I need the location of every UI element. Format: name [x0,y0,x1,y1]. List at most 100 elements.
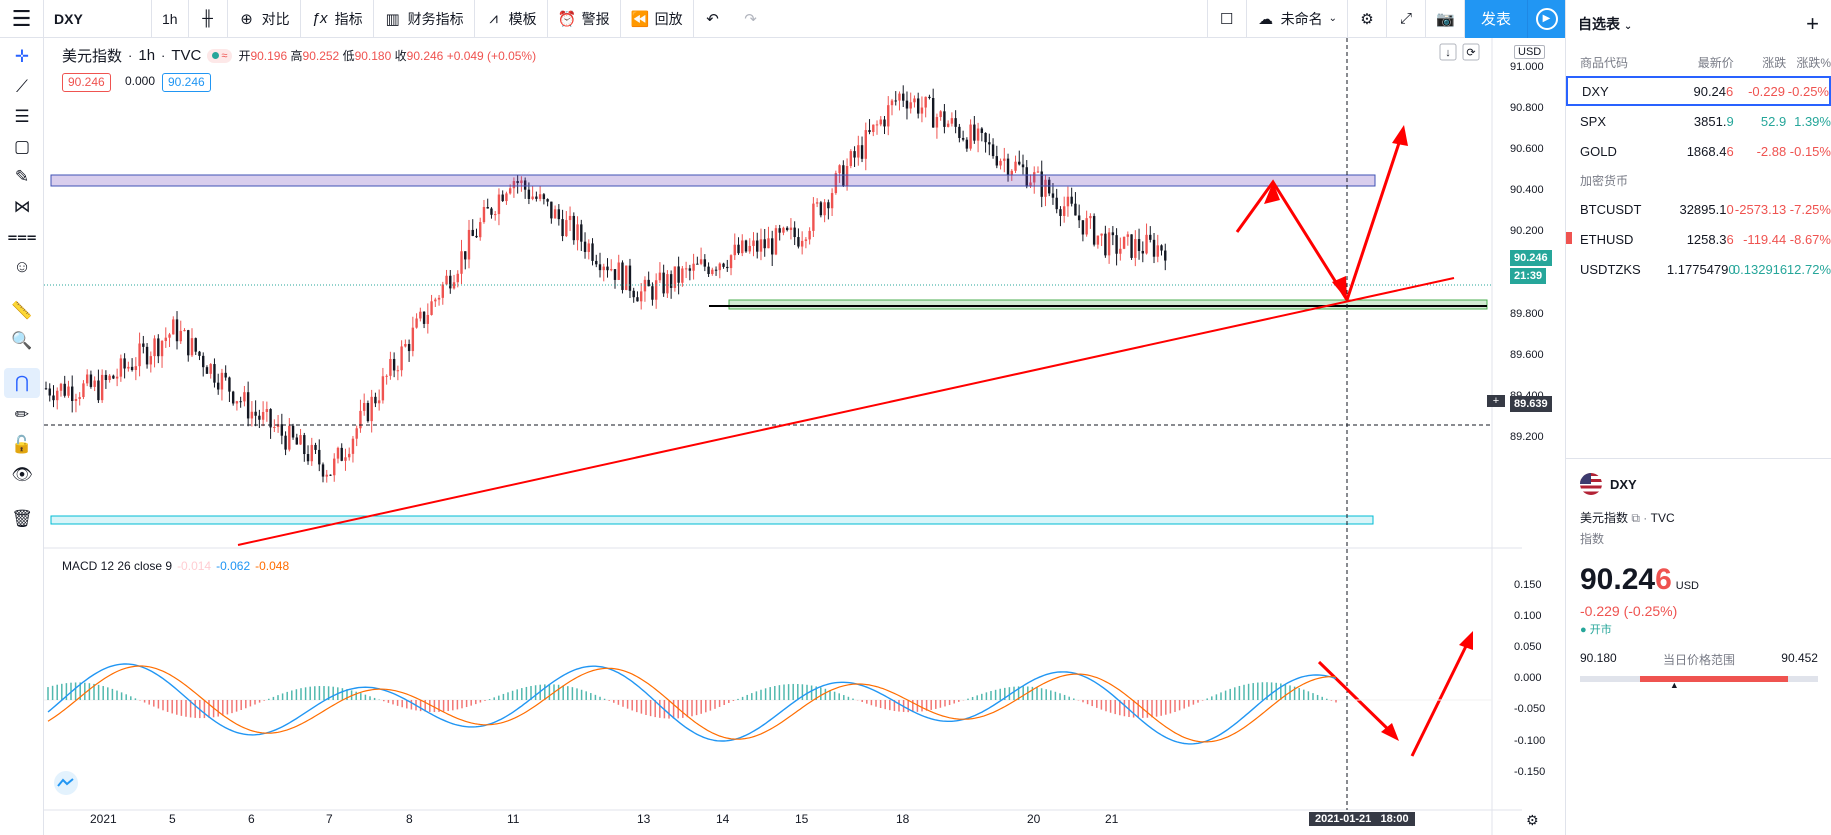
lock-tool[interactable]: 🔓 [4,430,40,460]
watchlist-title-dropdown[interactable]: 自选表 ⌄ [1578,14,1632,34]
candle-body [1100,233,1103,236]
replay-button[interactable]: ⏪ 回放 [621,0,694,38]
candle-body [595,260,598,265]
col-last[interactable]: 最新价 [1697,55,1734,70]
watchlist-row[interactable]: BTCUSDT 32895.10 -2573.13 -7.25% [1566,194,1831,224]
candle-body [965,139,969,149]
price-chart[interactable]: ↓ ⟳ [44,38,1522,835]
shapes-tool[interactable]: ▢ [4,132,40,162]
trendline-tool[interactable]: ⟋ [4,72,40,102]
market-status: ● 开市 [1580,624,1612,636]
candle-body [497,194,501,215]
candle-body [108,375,111,380]
watchlist-row[interactable]: DXY 90.246 -0.229 -0.25% [1566,76,1831,106]
watchlist-row[interactable]: GOLD 1868.46 -2.88 -0.15% [1566,136,1831,166]
col-change[interactable]: 涨跌 [1762,55,1787,70]
emoji-tool[interactable]: ☺ [4,252,40,282]
market-status-badge[interactable]: ≈ [207,48,233,63]
candle-body [362,402,366,411]
fullscreen-button[interactable]: ⤢ [1387,0,1426,38]
low-zone[interactable] [50,515,1374,525]
candle-body [377,400,381,404]
zigzag-arrow[interactable] [1235,179,1349,301]
hide-tool[interactable]: 👁 [4,460,40,490]
tv-logo-mark [57,778,74,787]
candle-body [692,263,695,271]
candle-body [827,202,830,209]
candle-body [931,98,935,128]
delete-tool[interactable]: 🗑 [4,504,40,534]
stay-drawing-tool[interactable]: ✏ [4,400,40,430]
candle-body [291,425,295,438]
currency-label[interactable]: USD [1514,45,1546,59]
candle-body [1126,234,1130,237]
macd-title: MACD 12 26 close 9 [62,559,173,573]
candle-body [1122,236,1126,249]
support-zone[interactable] [728,299,1488,310]
row-change: 0.132916 [1732,261,1788,277]
change-value: +0.049 (+0.05%) [446,49,537,63]
settings-button[interactable]: ⚙ [1348,0,1387,38]
gear-icon[interactable]: ⚙ [1526,812,1539,828]
candle-body [639,291,643,302]
details-symbol[interactable]: DXY [1610,476,1637,492]
magnet-tool[interactable]: ⋂ [4,368,40,398]
sell-price-box[interactable]: 90.246 [62,73,111,92]
redo-button[interactable]: ↷ [732,0,770,38]
alert-button[interactable]: ⏰ 警报 [548,0,621,38]
watchlist-row[interactable]: USDTZKS 1.17754790 0.132916 12.72% [1566,254,1831,284]
candle-body [591,243,594,261]
col-change-pct[interactable]: 涨跌% [1796,55,1831,70]
section-crypto[interactable]: 加密货币 [1580,173,1629,188]
publish-button[interactable]: 发表 [1464,0,1527,38]
pattern-tool[interactable]: ⋈ [4,192,40,222]
candle-body [606,266,609,271]
watchlist-row[interactable]: SPX 3851.9 52.9 1.39% [1566,106,1831,136]
up-arrow[interactable] [1345,133,1404,301]
fib-tool[interactable]: ☰ [4,102,40,132]
resistance-zone[interactable] [50,174,1376,187]
add-alert-plus-icon[interactable]: + [1487,395,1505,407]
crosshair-tool[interactable]: ✛ [4,42,40,72]
buy-price-box[interactable]: 90.246 [162,73,211,92]
candle-body [78,397,81,399]
menu-icon[interactable]: ☰ [0,0,44,38]
col-symbol[interactable]: 商品代码 [1580,55,1629,70]
watchlist-rows: DXY 90.246 -0.229 -0.25% SPX 3851.9 52.9 1.39% G… [1566,76,1831,166]
play-button[interactable]: ▶ [1527,0,1565,38]
symbol-search-button[interactable]: DXY [44,0,152,38]
ruler-tool[interactable]: 📏 [4,296,40,326]
brush-tool[interactable]: ✎ [4,162,40,192]
scroll-down-button[interactable] [1439,43,1457,61]
trend-line[interactable] [237,277,1455,546]
external-link-icon[interactable]: ⧉ [1631,511,1640,525]
replay-label: 回放 [654,10,683,27]
indicators-button[interactable]: ƒx 指标 [301,0,374,38]
candle-body [1152,239,1156,257]
candle-body [857,145,860,158]
pattern-icon: ⋈ [13,197,31,216]
chart-type-button[interactable]: ╫ [189,0,228,38]
candle-body [119,358,123,377]
down-arrow-macd[interactable] [1317,660,1396,737]
watchlist-row[interactable]: ETHUSD 1258.36 -119.44 -8.67% [1566,224,1831,254]
auto-scale-button[interactable] [1462,43,1480,61]
financials-button[interactable]: ▥ 财务指标 [374,0,475,38]
candle-body [310,444,313,462]
templates-button[interactable]: ⩘ 模板 [475,0,548,38]
snapshot-button[interactable]: 📷 [1426,0,1465,38]
compare-button[interactable]: ⊕ 对比 [228,0,301,38]
low-label: 低 [342,49,355,63]
interval-button[interactable]: 1h [152,0,189,38]
candle-body [1160,245,1163,251]
add-symbol-plus-icon[interactable]: + [1806,11,1819,36]
undo-button[interactable]: ↶ [694,0,732,38]
zoom-tool[interactable]: 🔍 [4,326,40,356]
candle-body [1036,171,1040,173]
up-arrow-macd[interactable] [1410,637,1472,757]
prediction-tool[interactable]: ⩶ [4,222,40,252]
layout-button[interactable]: ☐ [1206,0,1247,38]
candle-body [988,142,991,145]
save-layout-button[interactable]: ☁ 未命名 ⌄ [1247,0,1348,38]
row-last: 3851.9 [1693,113,1734,129]
